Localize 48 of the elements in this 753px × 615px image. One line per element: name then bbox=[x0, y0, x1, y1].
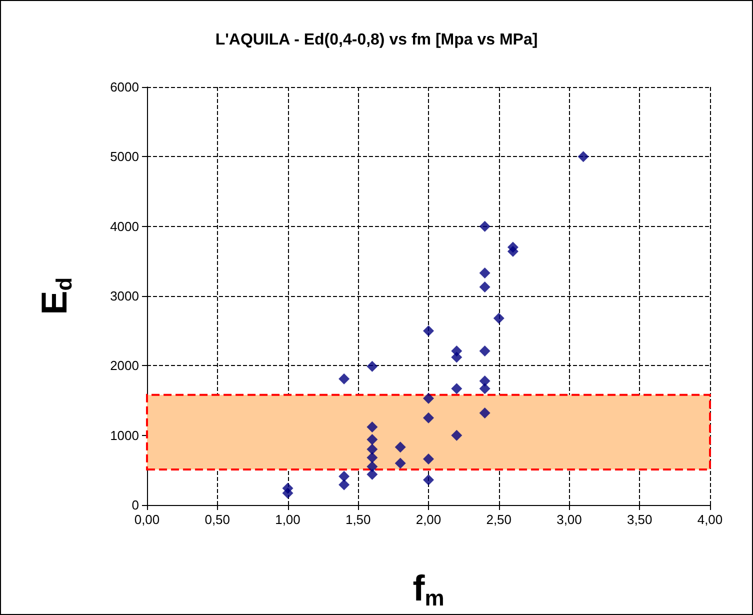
point bbox=[366, 468, 378, 480]
point bbox=[366, 421, 378, 432]
point bbox=[479, 268, 490, 279]
point bbox=[338, 470, 350, 482]
point bbox=[423, 412, 434, 424]
point bbox=[423, 474, 434, 486]
point bbox=[366, 434, 378, 446]
y-tick-label: 5000 bbox=[110, 149, 139, 164]
point bbox=[451, 352, 462, 363]
point bbox=[366, 360, 378, 372]
point bbox=[507, 246, 518, 257]
y-axis-title: Ed bbox=[34, 277, 76, 315]
point bbox=[479, 383, 490, 394]
point bbox=[423, 325, 434, 336]
point bbox=[479, 346, 490, 357]
point bbox=[423, 454, 434, 465]
y-tick-label: 3000 bbox=[110, 288, 139, 304]
x-tick-label: 3,50 bbox=[626, 512, 652, 527]
point bbox=[366, 461, 378, 472]
y-tick-label: 4000 bbox=[110, 218, 139, 234]
point bbox=[451, 430, 462, 441]
point bbox=[578, 151, 589, 162]
point bbox=[282, 488, 294, 499]
x-tick-label: 1,00 bbox=[275, 512, 300, 527]
y-tick-label: 0 bbox=[132, 498, 139, 512]
point bbox=[493, 312, 504, 324]
point bbox=[366, 444, 378, 455]
point bbox=[338, 373, 350, 384]
chart-title: L'AQUILA - Ed(0,4-0,8) vs fm [Mpa vs MPa] bbox=[215, 32, 538, 48]
x-tick-label: 2,00 bbox=[416, 512, 442, 527]
point bbox=[394, 442, 406, 453]
x-tick-label: 2,50 bbox=[486, 512, 512, 527]
x-tick-label: 0,00 bbox=[134, 512, 160, 527]
y-tick-label: 6000 bbox=[110, 80, 139, 94]
point bbox=[479, 281, 490, 292]
y-tick-label: 2000 bbox=[110, 358, 139, 374]
y-tick-label: 1000 bbox=[110, 428, 139, 443]
point bbox=[423, 392, 434, 404]
point bbox=[366, 452, 378, 464]
point bbox=[479, 220, 490, 232]
point bbox=[479, 408, 490, 419]
x-tick-label: 4,00 bbox=[697, 512, 723, 527]
point bbox=[394, 458, 406, 469]
point bbox=[451, 383, 462, 394]
x-tick-label: 1,50 bbox=[345, 512, 371, 527]
point bbox=[338, 479, 350, 490]
x-tick-label: 3,00 bbox=[556, 512, 582, 527]
x-tick-label: 0,50 bbox=[204, 512, 230, 527]
